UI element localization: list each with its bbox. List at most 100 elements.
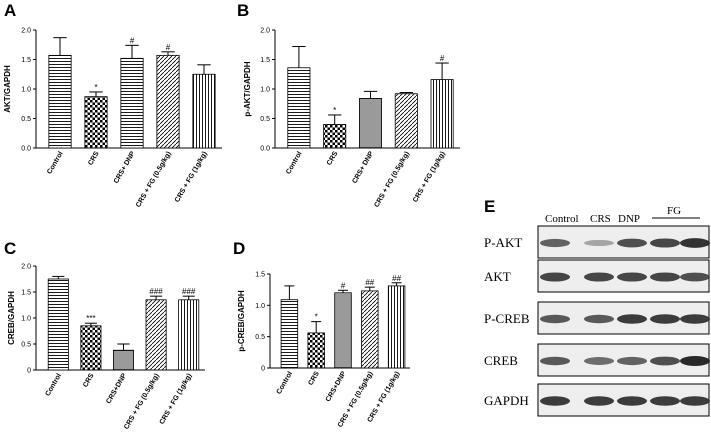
significance-d-5: ## — [392, 274, 401, 283]
significance-b-5: # — [440, 54, 445, 63]
y-tick-label-b: 2.0 — [260, 28, 270, 35]
y-tick-label-c: 1.5 — [21, 290, 31, 297]
bar-d-1 — [280, 299, 299, 369]
bar-a-3 — [120, 57, 144, 149]
blot-band-4-1 — [540, 356, 570, 366]
significance-a-2: * — [94, 83, 97, 92]
blot-band-1-5 — [680, 238, 710, 248]
y-axis-label-d: p-CREB/GAPDH — [237, 290, 246, 352]
y-tick-label-a: 0.0 — [21, 146, 31, 153]
y-tick-label-c: 0.5 — [21, 342, 31, 349]
x-category-label-b-3: CRS+ DNP — [351, 150, 375, 185]
blot-band-5-5 — [680, 396, 710, 406]
bar-a-5 — [192, 73, 216, 149]
blot-band-5-4 — [650, 396, 680, 406]
blot-band-2-3 — [617, 272, 647, 282]
x-category-label-c-2: CRS — [82, 372, 96, 389]
bar-b-5 — [430, 79, 454, 149]
y-tick-label-a: 2.0 — [21, 28, 31, 35]
bar-c-2 — [80, 325, 102, 371]
x-category-label-b-2: CRS — [326, 150, 340, 167]
blot-column-control: Control — [545, 213, 579, 225]
y-axis-label-a: AKT/GAPDH — [3, 65, 12, 113]
significance-c-2: *** — [86, 314, 95, 323]
significance-a-4: # — [166, 43, 171, 52]
blot-band-2-2 — [584, 272, 614, 282]
bar-c-4 — [145, 299, 167, 371]
chart-panel-d: 0 0.5 1.0 1.5 p-CREB/GAPDH Control * CRS # CRS+DN… — [237, 272, 410, 429]
blot-rows: P-AKT AKT P-CREB CREB GAPDH — [484, 225, 710, 417]
bar-d-3 — [334, 292, 352, 369]
x-category-label-a-3: CRS+ DNP — [113, 150, 137, 185]
blot-band-2-5 — [680, 272, 710, 282]
x-category-label-c-5: CRS + FG (1g/kg) — [159, 373, 194, 426]
significance-b-2: * — [333, 106, 336, 115]
significance-a-3: # — [130, 36, 135, 45]
y-tick-label-d: 0.5 — [255, 334, 265, 341]
blot-band-3-4 — [650, 314, 680, 324]
x-category-label-a-5: CRS + FG (1g/kg) — [174, 151, 209, 204]
x-category-label-b-5: CRS + FG (1g/kg) — [412, 151, 447, 204]
y-tick-label-d: 1.0 — [255, 303, 265, 310]
y-tick-label-c: 1.0 — [21, 316, 31, 323]
y-tick-label-c: 2.0 — [21, 264, 31, 271]
blot-row-label-2: AKT — [484, 269, 511, 284]
y-axis-label-b: p-AKT/GAPDH — [243, 61, 252, 116]
y-tick-label-b: 1.0 — [260, 87, 270, 94]
blot-column-crs: CRS — [590, 213, 611, 225]
blot-band-2-1 — [540, 272, 570, 282]
blot-band-5-3 — [617, 396, 647, 406]
x-category-label-b-4: CRS + FG (0.5g/kg) — [373, 151, 411, 209]
bar-a-2 — [84, 96, 108, 149]
western-blot-panel: E Control CRS DNP FG P-AKT AKT P-CREB CREB G… — [484, 197, 710, 417]
significance-d-3: # — [341, 281, 346, 290]
x-category-label-d-1: Control — [276, 370, 295, 395]
y-tick-label-b: 0.5 — [260, 116, 270, 123]
blot-band-4-3 — [617, 356, 647, 366]
blot-band-1-4 — [650, 238, 680, 248]
x-category-label-a-2: CRS — [87, 150, 101, 167]
y-tick-label-d: 0 — [261, 366, 265, 373]
panel-letter-a: A — [4, 1, 16, 20]
y-tick-label-c: 0 — [27, 368, 31, 375]
y-tick-label-d: 1.5 — [255, 272, 265, 279]
y-tick-label-a: 0.5 — [21, 116, 31, 123]
significance-d-2: * — [315, 313, 318, 322]
blot-band-1-1 — [540, 238, 570, 248]
y-tick-label-b: 0.0 — [260, 146, 270, 153]
bar-d-4 — [361, 290, 379, 369]
panel-letter-e: E — [484, 197, 495, 216]
blot-band-1-2 — [584, 239, 614, 247]
significance-c-5: ### — [182, 287, 196, 296]
x-category-label-c-4: CRS + FG (0.5g/kg) — [123, 373, 161, 431]
blot-band-3-1 — [540, 314, 570, 324]
y-tick-label-a: 1.0 — [21, 87, 31, 94]
blot-row-label-3: P-CREB — [484, 311, 530, 326]
blot-band-2-4 — [650, 272, 680, 282]
panel-letter-b: B — [237, 1, 249, 20]
bar-b-1 — [287, 67, 311, 149]
x-category-label-c-1: Control — [45, 372, 64, 397]
significance-d-4: ## — [365, 278, 374, 287]
significance-c-4: ### — [149, 287, 163, 296]
blot-band-3-5 — [680, 314, 710, 324]
panel-letter-c: C — [4, 239, 16, 258]
bar-c-5 — [178, 299, 200, 371]
blot-row-label-4: CREB — [484, 353, 518, 368]
blot-band-4-2 — [584, 357, 614, 365]
blot-column-dnp: DNP — [618, 213, 640, 225]
x-category-label-d-2: CRS — [307, 370, 321, 387]
x-category-label-a-4: CRS + FG (0.5g/kg) — [135, 151, 173, 209]
panel-letter-d: D — [233, 239, 245, 258]
x-category-label-a-1: Control — [46, 150, 65, 175]
bar-a-1 — [48, 54, 72, 149]
blot-band-5-2 — [584, 396, 614, 406]
chart-panel-c: 0 0.5 1.0 1.5 2.0 CREB/GAPDH Control *** CRS CRS+… — [7, 264, 205, 431]
bar-b-2 — [323, 124, 347, 149]
y-axis-label-c: CREB/GAPDH — [7, 291, 16, 345]
blot-band-3-3 — [617, 314, 647, 324]
x-category-label-c-3: CRS+DNP — [105, 372, 128, 405]
y-tick-label-a: 1.5 — [21, 57, 31, 64]
blot-band-4-5 — [680, 356, 710, 366]
